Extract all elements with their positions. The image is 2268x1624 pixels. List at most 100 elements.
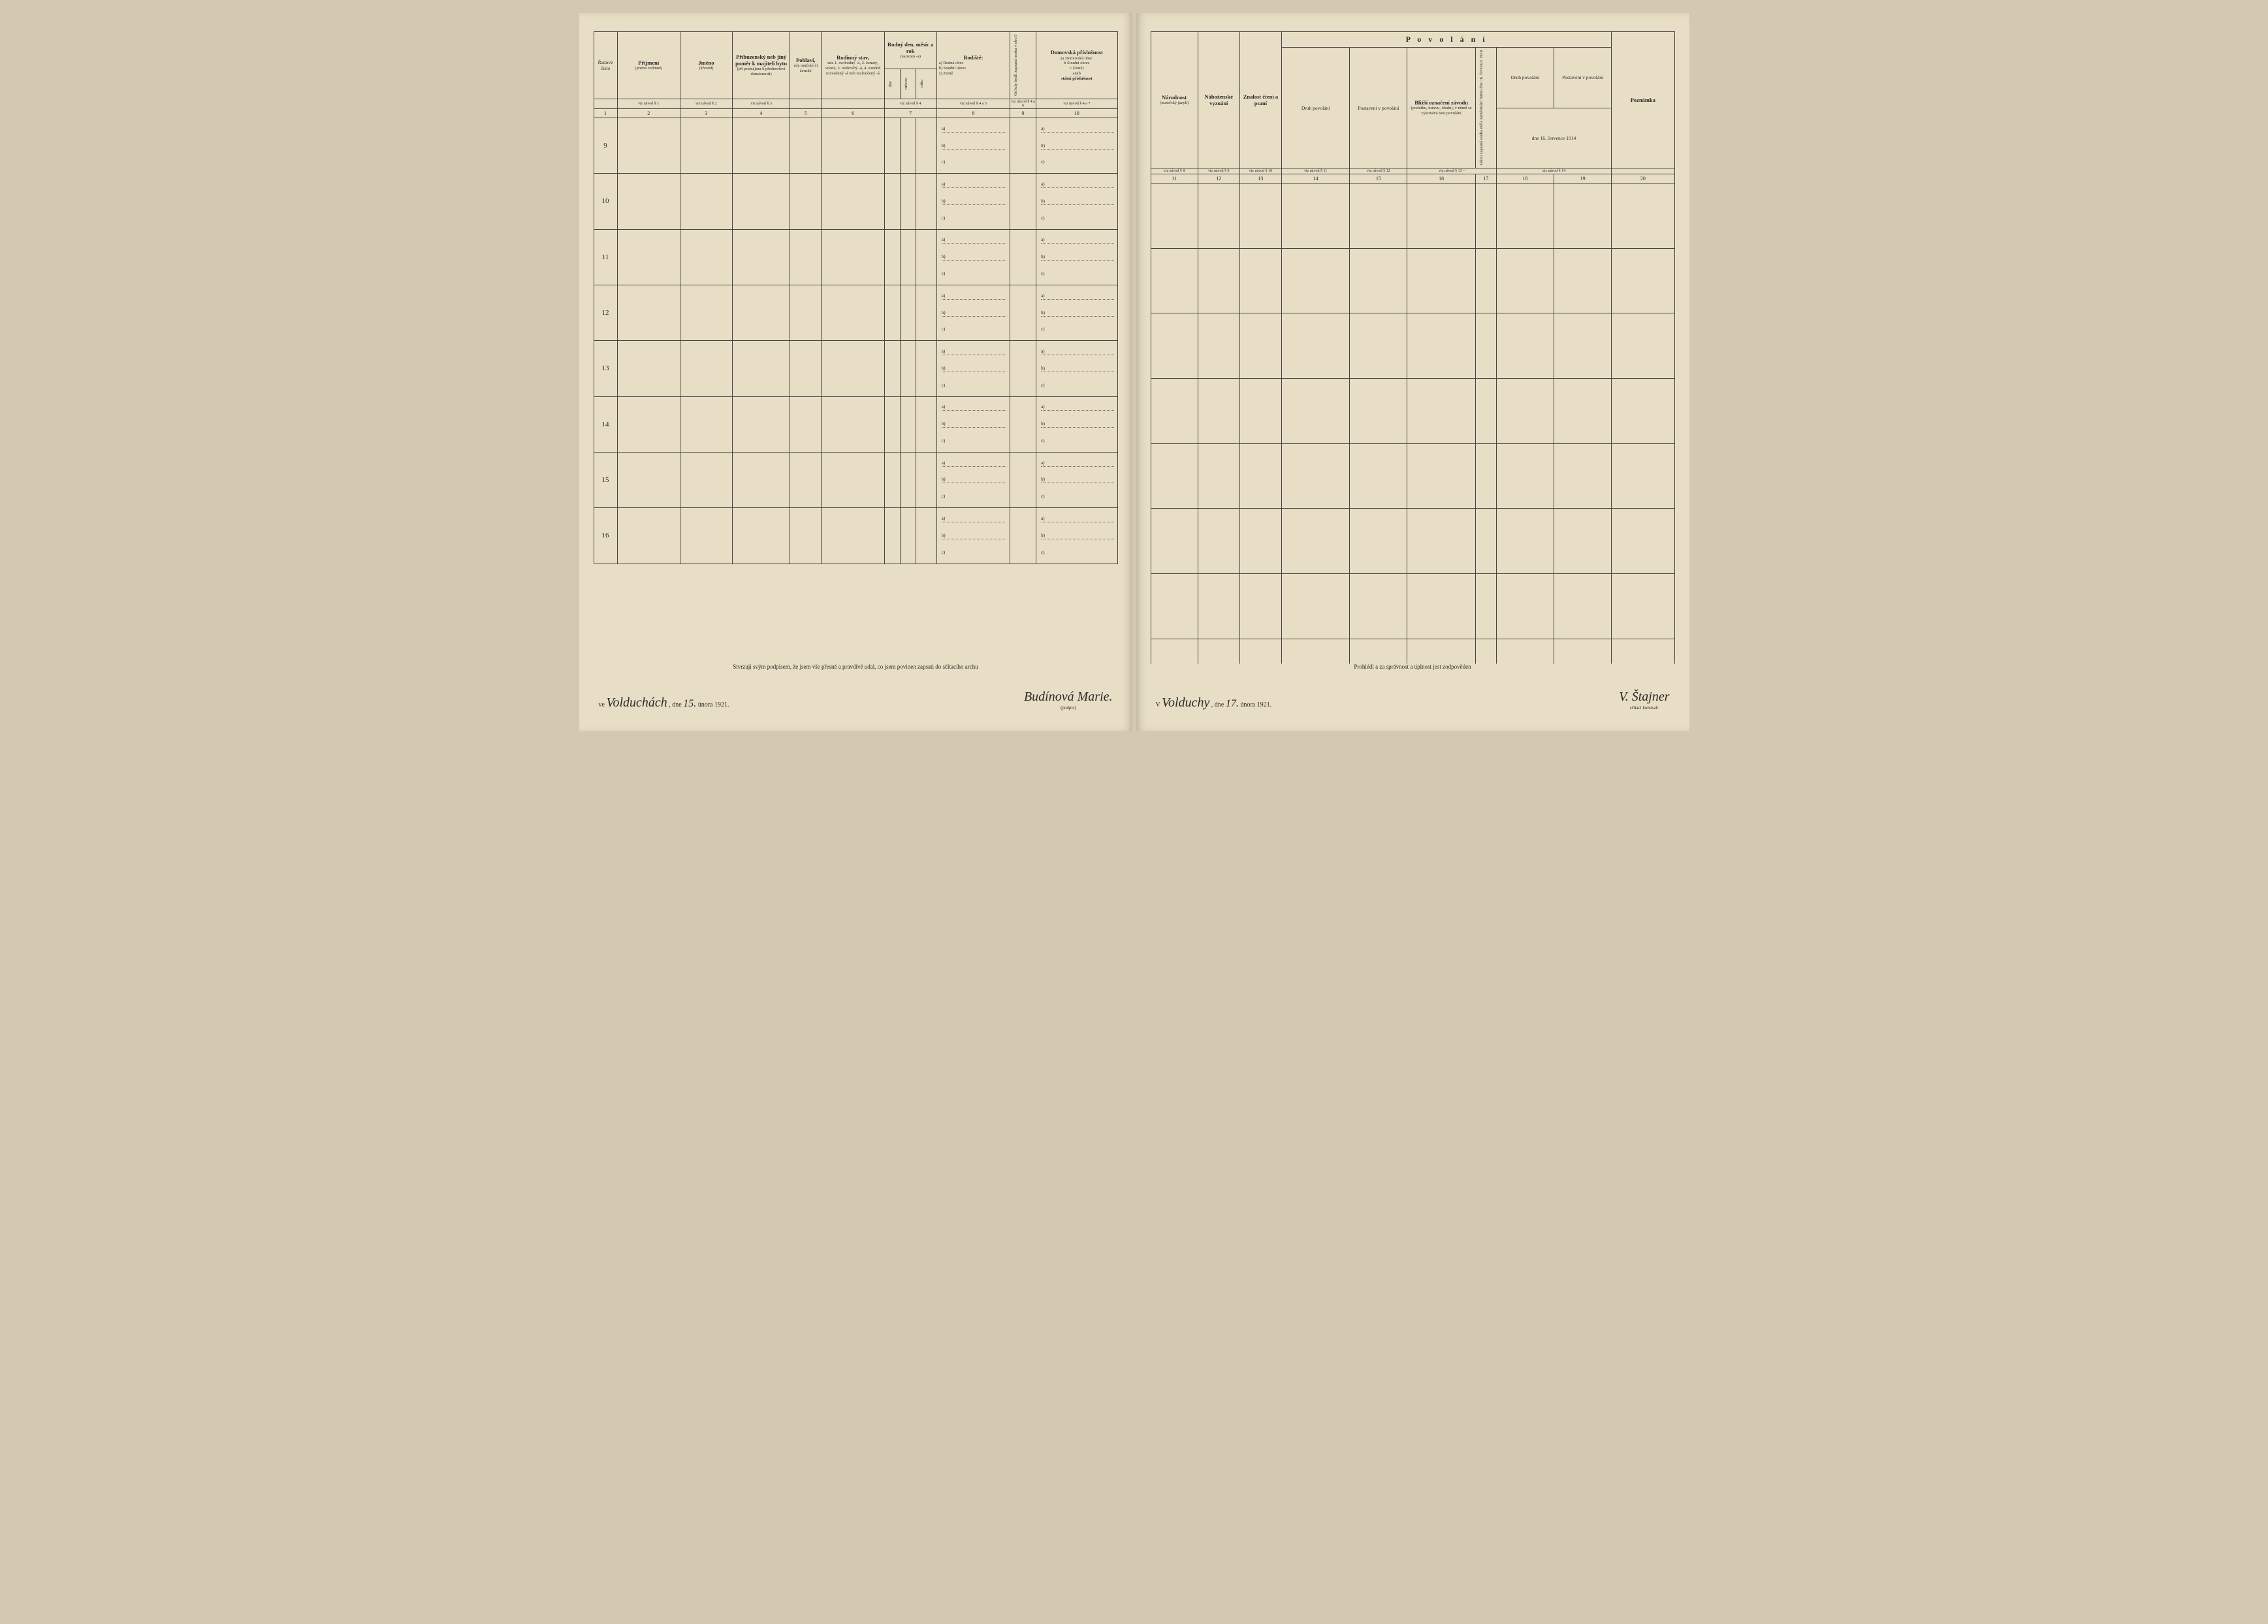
cell-empty <box>1554 183 1612 249</box>
abc-subcells: a) b) c) <box>939 398 1008 451</box>
header-sublabel: zda mužské či ženské <box>792 63 819 74</box>
cell-empty <box>822 118 884 173</box>
sub-a: a) <box>942 237 1006 244</box>
cell-empty <box>900 396 916 452</box>
cell-empty <box>884 229 900 285</box>
row-number: 16 <box>594 508 617 564</box>
table-header-right: Národnost (mateřský jazyk) Náboženské vy… <box>1151 32 1674 183</box>
cell-empty <box>822 174 884 229</box>
cell-empty <box>680 396 732 452</box>
abc-subcells: a) b) c) <box>939 342 1008 394</box>
cell-empty <box>1407 248 1475 313</box>
header-label: Druh povolání <box>1511 74 1540 80</box>
signature-label: sčítací komisař: <box>1619 705 1669 710</box>
sub-b: b) <box>1041 421 1113 428</box>
cell-empty <box>1239 183 1281 249</box>
cell-empty <box>617 396 680 452</box>
cell-empty <box>1010 229 1036 285</box>
cell-empty <box>900 174 916 229</box>
cell-empty <box>1407 443 1475 509</box>
table-row: 15 a) b) c) a) b) c) <box>594 452 1117 507</box>
cell-empty <box>916 341 936 396</box>
sub-b: b) <box>942 533 1006 539</box>
abc-subcells: a) b) c) <box>939 231 1008 283</box>
cell-empty <box>680 285 732 340</box>
table-row <box>1151 313 1674 379</box>
row-number: 11 <box>594 229 617 285</box>
cell-empty <box>900 229 916 285</box>
col-blizsi-oznaceni: Bližší označení závodu (podniku, ústavu,… <box>1407 48 1475 168</box>
navod-ref: viz návod § 4 a 7 <box>1036 99 1117 108</box>
cell-empty <box>1350 313 1407 379</box>
cell-empty <box>884 341 900 396</box>
sub-a: a) <box>1041 516 1113 522</box>
cell-empty <box>790 452 822 507</box>
col-number: 12 <box>1198 174 1239 183</box>
table-row: 14 a) b) c) a) b) c) <box>594 396 1117 452</box>
sub-c: c) <box>942 271 1006 277</box>
header-label: Rodiště: <box>939 54 1008 61</box>
place-date: V Volduchy , dne 17. února 1921. <box>1156 695 1272 710</box>
signature-row-right: V Volduchy , dne 17. února 1921. V. Štaj… <box>1151 690 1675 710</box>
sub-b: b) <box>1041 533 1113 539</box>
cell-empty <box>1281 509 1349 574</box>
cell-empty <box>790 174 822 229</box>
table-row: 13 a) b) c) a) b) c) <box>594 341 1117 396</box>
cell-empty <box>680 174 732 229</box>
sub-c: c) <box>1041 159 1113 165</box>
cell-empty <box>822 396 884 452</box>
cell-empty <box>1281 183 1349 249</box>
cell-empty <box>1239 248 1281 313</box>
abc-subcells: a) b) c) <box>939 175 1008 227</box>
cell-empty <box>617 508 680 564</box>
header-sublabel: (mateřský jazyk) <box>1153 101 1196 106</box>
sub-b: b) <box>1041 254 1113 261</box>
navod-ref: viz návod § 13 – <box>1407 168 1496 174</box>
signature-handwritten: Budínová Marie. <box>1024 690 1113 705</box>
cell-empty <box>1281 379 1349 444</box>
attestation-text: Prohlédl a za správnost a úplnost jest z… <box>1151 663 1675 670</box>
cell-rodiste: a) b) c) <box>936 508 1010 564</box>
sub-b: b) <box>942 254 1006 261</box>
col-number: 6 <box>822 108 884 118</box>
cell-empty <box>1496 183 1554 249</box>
cell-empty <box>916 396 936 452</box>
signature-handwritten: V. Štajner <box>1619 690 1669 705</box>
cell-rodiste: a) b) c) <box>936 118 1010 173</box>
sub-b: b) <box>1041 310 1113 317</box>
cell-empty <box>916 285 936 340</box>
col-pohlavi: Pohlaví, zda mužské či ženské <box>790 32 822 99</box>
cell-empty <box>733 508 790 564</box>
cell-empty <box>680 452 732 507</box>
sub-c: c) <box>1041 550 1113 556</box>
cell-empty <box>790 341 822 396</box>
sub-b: b) <box>942 477 1006 483</box>
col-number: 16 <box>1407 174 1475 183</box>
cell-empty <box>822 285 884 340</box>
cell-empty <box>1407 313 1475 379</box>
cell-empty <box>1198 509 1239 574</box>
colnum-row-left: 1 2 3 4 5 6 7 8 9 10 <box>594 108 1117 118</box>
header-label: Znalost čtení a psaní <box>1242 93 1279 106</box>
header-label: dne <box>887 80 894 88</box>
date-prefix: , dne <box>669 701 681 709</box>
cell-empty <box>916 508 936 564</box>
day-handwritten: 15. <box>683 698 696 709</box>
sub-a: a) <box>1041 126 1113 133</box>
povolani-title: P o v o l á n í <box>1281 32 1611 48</box>
table-row <box>1151 443 1674 509</box>
sub-c: c) <box>1041 494 1113 500</box>
cell-empty <box>1198 379 1239 444</box>
sub-a: a) <box>1041 237 1113 244</box>
cell-empty <box>1554 379 1612 444</box>
sub-a: a) <box>942 460 1006 467</box>
subcol-dne: dne <box>884 69 900 99</box>
cell-empty <box>1612 183 1674 249</box>
sub-c: c) <box>1041 383 1113 389</box>
cell-domovska: a) b) c) <box>1036 174 1117 229</box>
cell-empty <box>1281 313 1349 379</box>
sub-b: b) <box>942 310 1006 317</box>
colnum-row-right: 11 12 13 14 15 16 17 18 19 20 <box>1151 174 1674 183</box>
cell-empty <box>1350 443 1407 509</box>
row-number: 12 <box>594 285 617 340</box>
